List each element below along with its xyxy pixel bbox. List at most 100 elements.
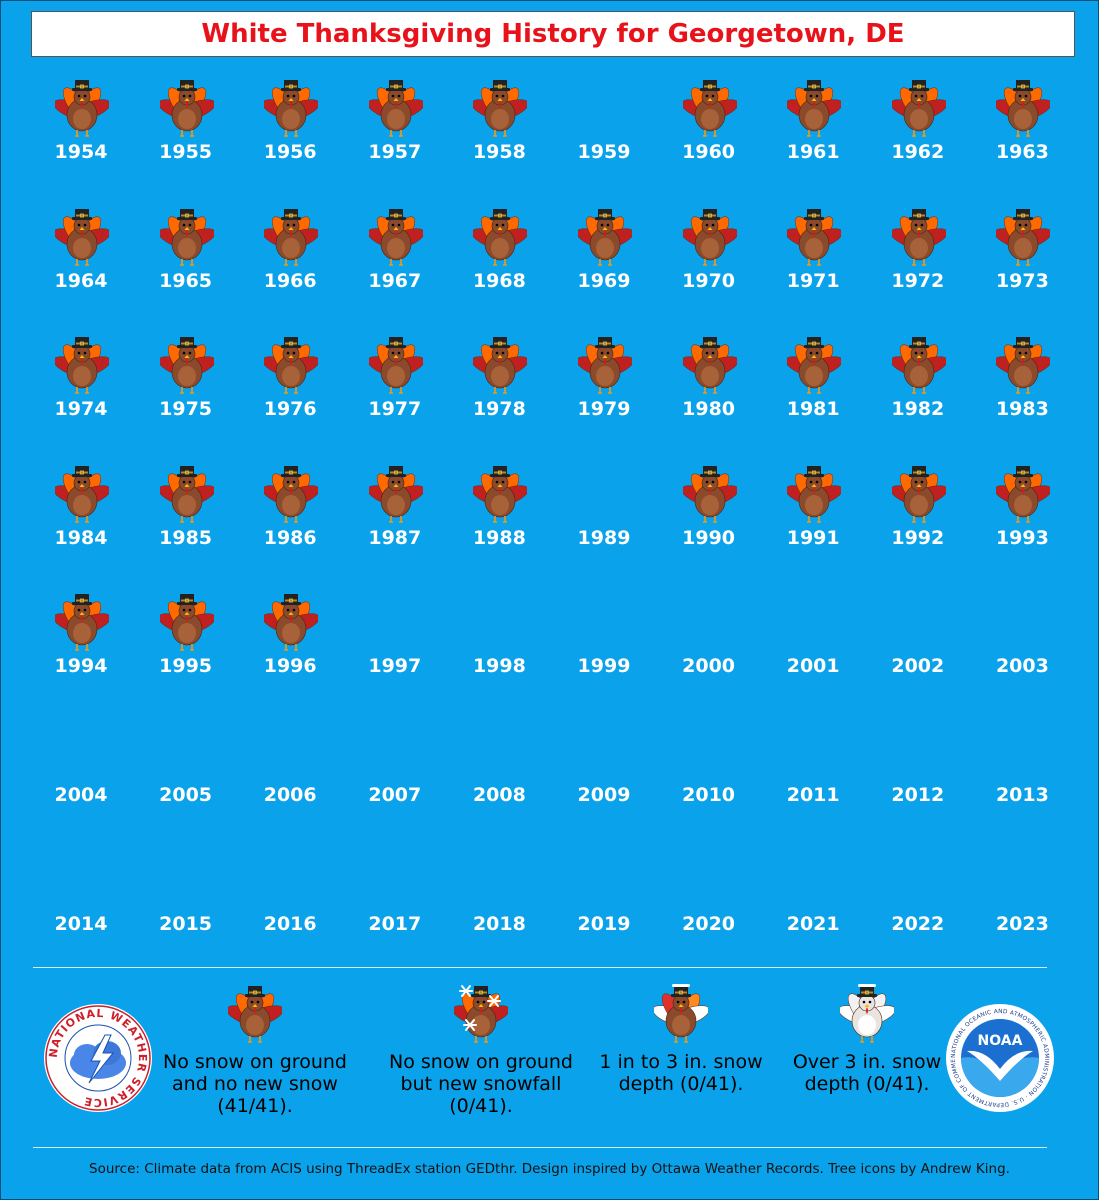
year-label: 1972 — [891, 269, 945, 292]
year-label: 2023 — [995, 912, 1049, 935]
year-label: 1990 — [682, 526, 736, 549]
year-cell: 2000 — [657, 585, 761, 713]
year-label: 1980 — [682, 398, 736, 421]
year-label: 1964 — [54, 269, 108, 292]
turkey-icon — [785, 75, 843, 139]
turkey-icon — [471, 204, 530, 268]
year-label: 2009 — [577, 784, 631, 806]
year-label: 2002 — [891, 655, 945, 678]
year-label: 1988 — [472, 526, 526, 549]
year-label: 2014 — [54, 912, 108, 935]
turkey-icon — [367, 204, 425, 268]
year-cell: 1967 — [343, 200, 447, 328]
year-cell: 2006 — [238, 714, 342, 842]
year-label: 1982 — [891, 398, 945, 421]
turkey-icon — [576, 204, 634, 268]
year-cell: 1975 — [134, 328, 238, 456]
turkey-snow-covered-icon — [838, 981, 896, 1045]
year-label: 1986 — [263, 526, 317, 549]
year-label: 2000 — [682, 655, 736, 678]
year-cell: 1959 — [552, 71, 656, 199]
year-label: 2020 — [682, 912, 736, 935]
year-label: 1984 — [54, 526, 108, 549]
year-cell: 1964 — [29, 200, 133, 328]
year-cell: 1986 — [238, 457, 342, 585]
turkey-icon — [226, 981, 284, 1045]
legend-text: Over 3 in. snow depth (0/41). — [792, 1051, 942, 1095]
turkey-icon — [994, 461, 1053, 525]
year-cell: 2023 — [970, 843, 1074, 971]
year-cell: 1957 — [343, 71, 447, 199]
year-cell: 1994 — [29, 585, 133, 713]
legend-item: No snow on ground but new snowfall (0/41… — [381, 981, 581, 1117]
legend-item: No snow on ground and no new snow (41/41… — [155, 981, 355, 1117]
year-cell: 1991 — [761, 457, 865, 585]
year-cell: 1998 — [447, 585, 551, 713]
turkey-icon — [994, 75, 1053, 139]
year-label: 1957 — [368, 141, 422, 163]
year-label: 2012 — [891, 784, 945, 806]
legend-text: No snow on ground and no new snow (41/41… — [163, 1051, 347, 1117]
year-label: 1959 — [577, 141, 631, 163]
year-cell: 2010 — [657, 714, 761, 842]
year-cell: 2020 — [657, 843, 761, 971]
turkey-icon — [157, 589, 216, 653]
turkey-icon — [890, 204, 948, 268]
year-label: 1976 — [263, 398, 317, 421]
turkey-icon — [680, 75, 739, 139]
year-label: 1955 — [159, 141, 213, 163]
year-cell: 1989 — [552, 457, 656, 585]
year-cell: 1985 — [134, 457, 238, 585]
year-label: 1967 — [368, 269, 422, 292]
year-label: 1960 — [682, 141, 736, 163]
nws-logo: NATIONAL WEATHER SERVICE — [44, 1004, 152, 1112]
turkey-icon — [367, 75, 425, 139]
turkey-icon — [367, 332, 425, 396]
year-label: 2013 — [995, 784, 1049, 806]
year-label: 1954 — [54, 141, 108, 163]
turkey-icon — [785, 332, 843, 396]
year-cell: 2003 — [970, 585, 1074, 713]
turkey-icon — [890, 461, 948, 525]
year-cell: 1961 — [761, 71, 865, 199]
year-cell: 1982 — [866, 328, 970, 456]
year-label: 1998 — [472, 655, 526, 678]
year-cell: 1956 — [238, 71, 342, 199]
year-cell: 2008 — [447, 714, 551, 842]
year-label: 1958 — [472, 141, 526, 163]
year-cell: 2001 — [761, 585, 865, 713]
turkey-icon — [53, 461, 111, 525]
year-label: 1971 — [786, 269, 840, 292]
legend-item: Over 3 in. snow depth (0/41). — [767, 981, 967, 1095]
year-label: 1989 — [577, 526, 631, 549]
year-cell: 1960 — [657, 71, 761, 199]
year-label: 1963 — [995, 141, 1049, 163]
year-label: 1975 — [159, 398, 213, 421]
page-title: White Thanksgiving History for Georgetow… — [201, 19, 905, 49]
year-cell: 2002 — [866, 585, 970, 713]
year-label: 1956 — [263, 141, 317, 163]
year-cell: 1976 — [238, 328, 342, 456]
turkey-icon — [471, 75, 530, 139]
year-cell: 2009 — [552, 714, 656, 842]
year-cell: 1990 — [657, 457, 761, 585]
year-cell: 1978 — [447, 328, 551, 456]
year-cell: 1970 — [657, 200, 761, 328]
year-label: 2021 — [786, 912, 840, 935]
turkey-icon — [680, 461, 739, 525]
year-label: 1969 — [577, 269, 631, 292]
year-cell: 1971 — [761, 200, 865, 328]
year-cell: 1999 — [552, 585, 656, 713]
year-label: 1979 — [577, 398, 631, 421]
year-label: 2004 — [54, 784, 108, 806]
year-label: 2003 — [995, 655, 1049, 678]
title-box: White Thanksgiving History for Georgetow… — [31, 11, 1075, 57]
year-label: 2007 — [368, 784, 422, 806]
year-label: 2006 — [263, 784, 317, 806]
turkey-icon — [367, 461, 425, 525]
year-cell: 2004 — [29, 714, 133, 842]
year-cell: 2007 — [343, 714, 447, 842]
year-cell: 1969 — [552, 200, 656, 328]
turkey-icon — [890, 75, 948, 139]
year-label: 1981 — [786, 398, 840, 421]
